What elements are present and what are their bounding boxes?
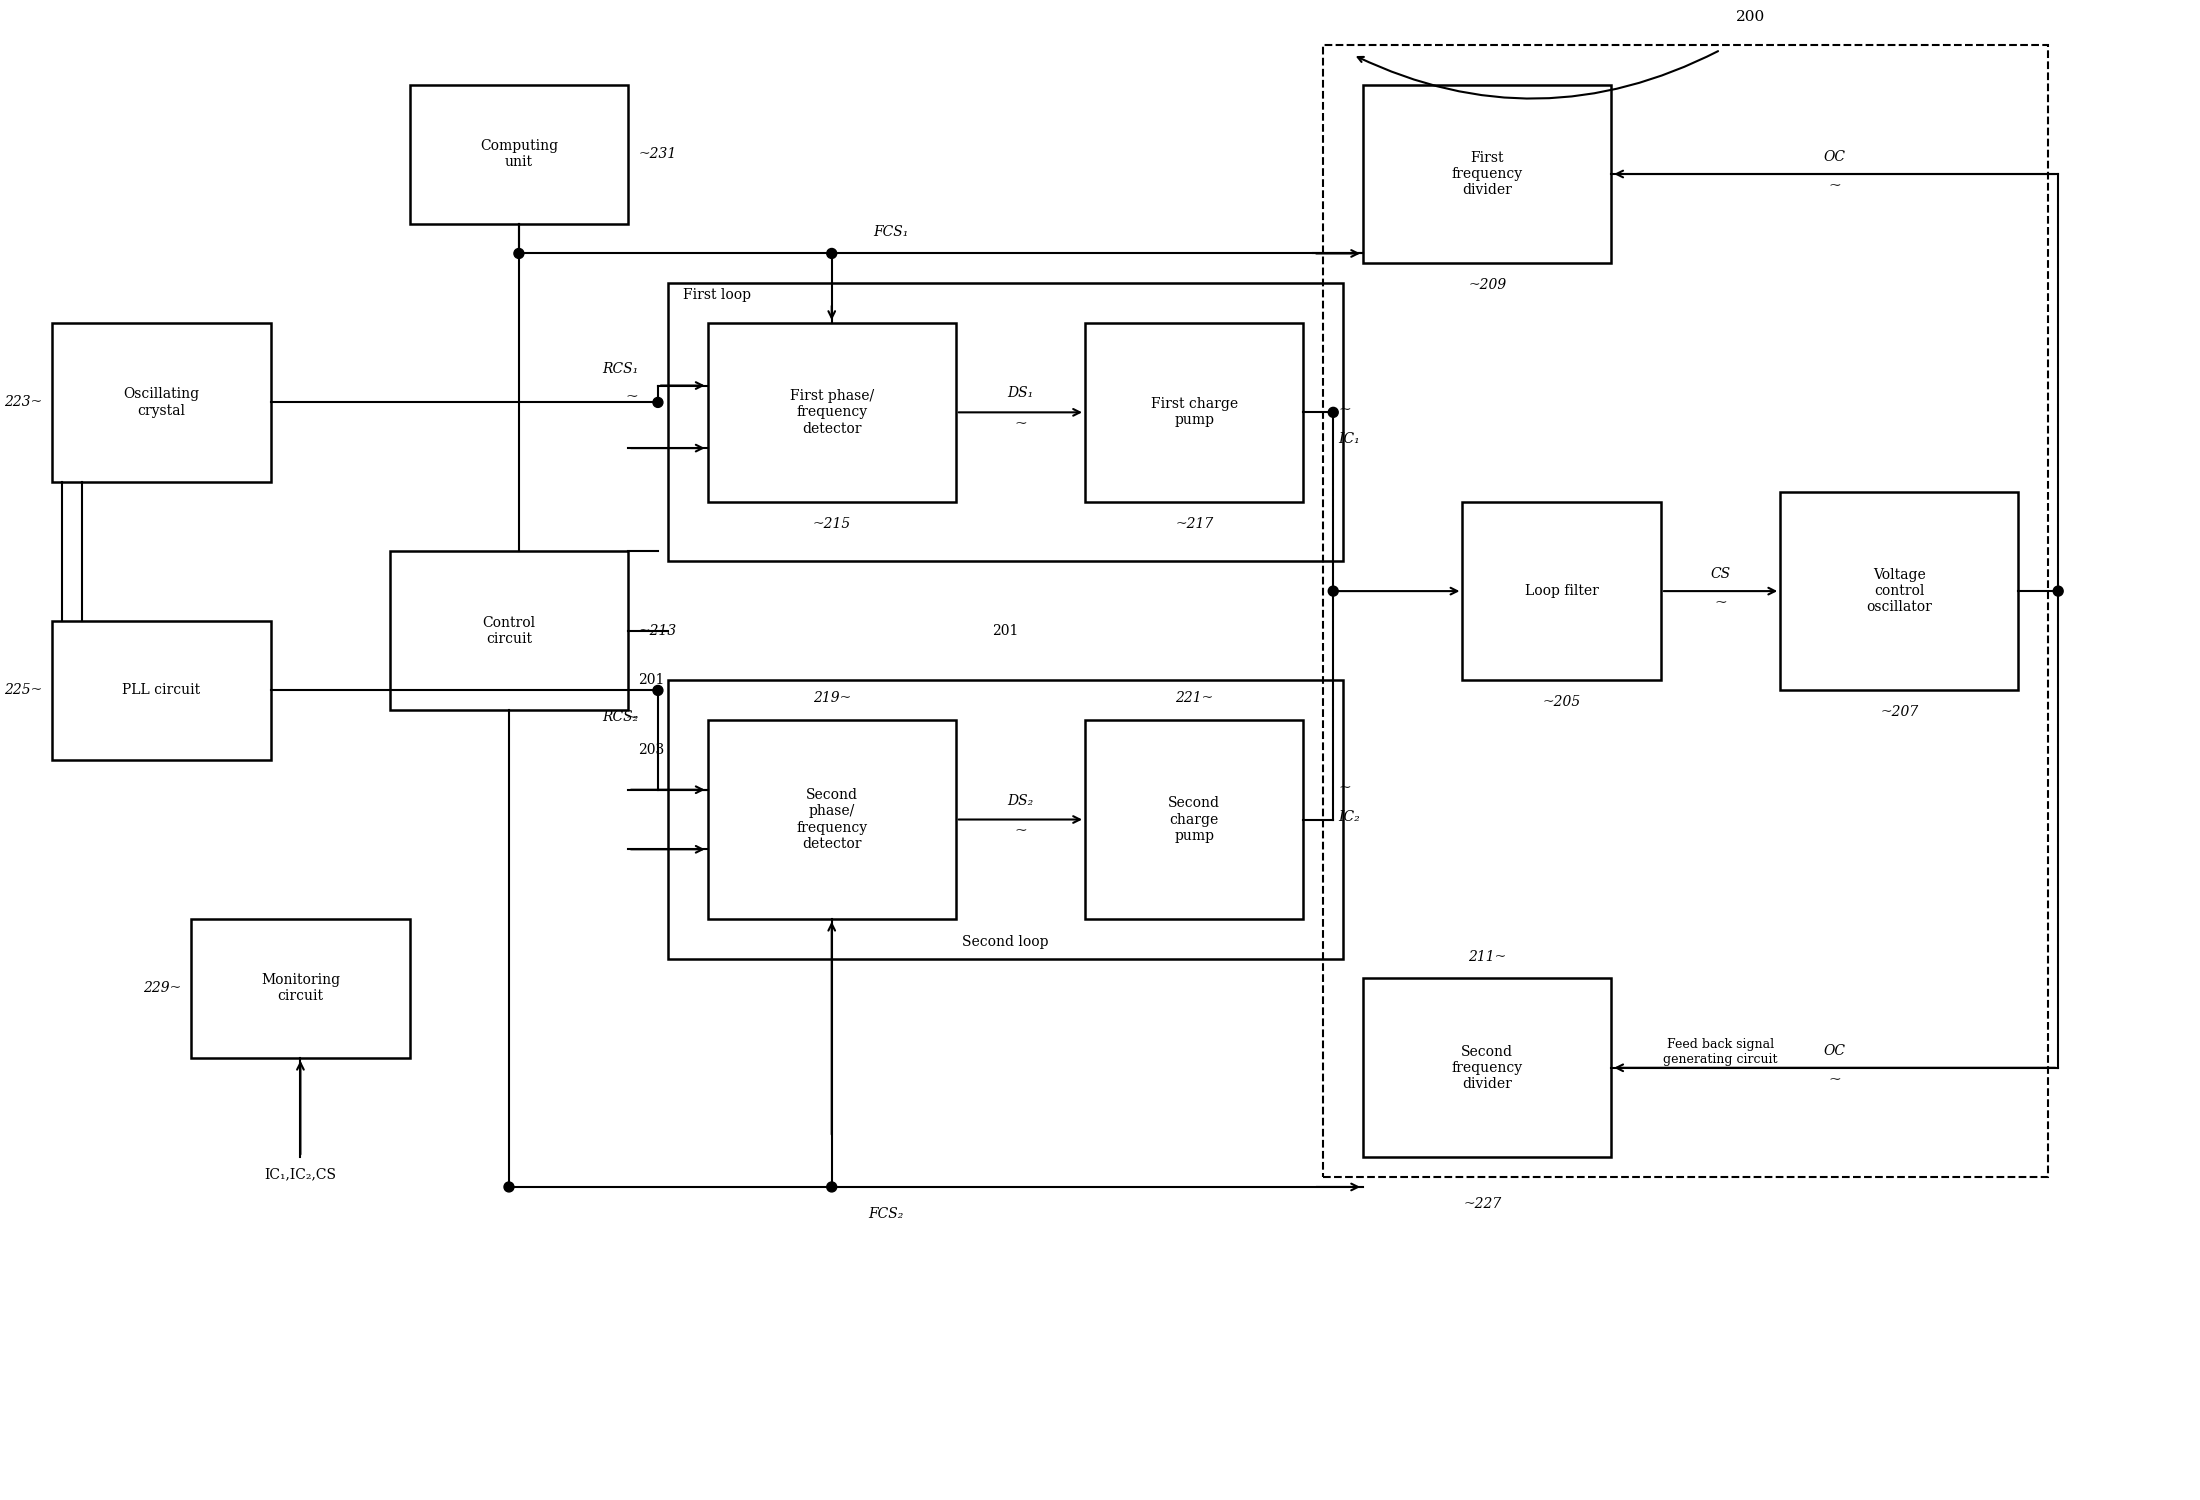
- Text: Monitoring
circuit: Monitoring circuit: [262, 974, 341, 1004]
- Bar: [191, 920, 409, 1058]
- Text: 200: 200: [1736, 10, 1764, 24]
- Text: ~: ~: [625, 390, 638, 405]
- Circle shape: [827, 1182, 836, 1192]
- Text: OC: OC: [1824, 150, 1846, 164]
- Text: ~: ~: [625, 711, 638, 724]
- Text: First loop: First loop: [682, 288, 750, 302]
- Text: ~: ~: [1714, 596, 1727, 610]
- Text: FCS₂: FCS₂: [869, 1208, 904, 1221]
- Text: PLL circuit: PLL circuit: [123, 684, 200, 698]
- Text: Voltage
control
oscillator: Voltage control oscillator: [1866, 568, 1932, 615]
- Bar: [1364, 978, 1610, 1156]
- Text: First
frequency
divider: First frequency divider: [1452, 152, 1522, 196]
- Bar: [1085, 322, 1302, 501]
- Text: ~207: ~207: [1881, 705, 1918, 720]
- Circle shape: [653, 398, 662, 408]
- Bar: [1324, 45, 2048, 1178]
- Text: ~215: ~215: [812, 516, 851, 531]
- Circle shape: [1329, 408, 1338, 417]
- Bar: [53, 322, 271, 482]
- Text: IC₂: IC₂: [1338, 810, 1360, 824]
- Circle shape: [515, 249, 524, 258]
- Text: Feed back signal
generating circuit: Feed back signal generating circuit: [1663, 1038, 1778, 1066]
- Text: 203: 203: [638, 742, 664, 758]
- Text: First phase/
frequency
detector: First phase/ frequency detector: [790, 388, 873, 435]
- Text: CS: CS: [1709, 567, 1731, 580]
- Text: 201: 201: [638, 674, 664, 687]
- Bar: [708, 720, 955, 920]
- Text: Second loop: Second loop: [961, 934, 1049, 948]
- Text: 225~: 225~: [4, 684, 42, 698]
- Text: ~205: ~205: [1542, 696, 1582, 709]
- Text: 201: 201: [992, 624, 1019, 638]
- Text: ~213: ~213: [638, 624, 675, 638]
- Text: OC: OC: [1824, 1044, 1846, 1058]
- Text: RCS₂: RCS₂: [603, 711, 638, 724]
- Text: 219~: 219~: [812, 692, 851, 705]
- Bar: [669, 681, 1344, 958]
- Text: DS₂: DS₂: [1008, 794, 1034, 807]
- Circle shape: [827, 249, 836, 258]
- Text: Computing
unit: Computing unit: [480, 140, 559, 170]
- Bar: [669, 284, 1344, 561]
- Text: ~231: ~231: [638, 147, 675, 160]
- Text: FCS₁: FCS₁: [873, 225, 909, 238]
- Circle shape: [653, 686, 662, 696]
- Text: ~: ~: [1338, 780, 1351, 795]
- Text: 229~: 229~: [143, 981, 180, 996]
- Text: RCS₁: RCS₁: [603, 362, 638, 375]
- Text: ~: ~: [1338, 404, 1351, 417]
- Text: ~: ~: [1014, 825, 1027, 839]
- Text: First charge
pump: First charge pump: [1151, 398, 1239, 427]
- Text: ~209: ~209: [1467, 279, 1507, 292]
- Text: ~217: ~217: [1175, 516, 1214, 531]
- Text: ~: ~: [1014, 417, 1027, 432]
- Text: Loop filter: Loop filter: [1525, 584, 1599, 598]
- Bar: [409, 84, 629, 224]
- Text: Second
frequency
divider: Second frequency divider: [1452, 1044, 1522, 1090]
- Text: ~: ~: [1828, 1072, 1841, 1088]
- Circle shape: [1329, 586, 1338, 596]
- Text: 221~: 221~: [1175, 692, 1214, 705]
- Text: IC₁: IC₁: [1338, 432, 1360, 445]
- Text: Second
charge
pump: Second charge pump: [1168, 796, 1221, 843]
- Text: Control
circuit: Control circuit: [482, 615, 535, 646]
- Bar: [1364, 84, 1610, 264]
- Bar: [1780, 492, 2017, 690]
- Bar: [708, 322, 955, 501]
- Text: 223~: 223~: [4, 396, 42, 410]
- Bar: [389, 552, 629, 711]
- Text: Second
phase/
frequency
detector: Second phase/ frequency detector: [796, 788, 867, 850]
- Bar: [1085, 720, 1302, 920]
- Text: 211~: 211~: [1467, 950, 1507, 963]
- Circle shape: [504, 1182, 515, 1192]
- Text: DS₁: DS₁: [1008, 387, 1034, 400]
- Text: ~227: ~227: [1463, 1197, 1500, 1210]
- Bar: [53, 621, 271, 760]
- Text: ~: ~: [1828, 178, 1841, 194]
- Text: IC₁,IC₂,CS: IC₁,IC₂,CS: [264, 1167, 337, 1180]
- Text: Oscillating
crystal: Oscillating crystal: [123, 387, 200, 417]
- Circle shape: [2053, 586, 2064, 596]
- Bar: [1463, 501, 1661, 681]
